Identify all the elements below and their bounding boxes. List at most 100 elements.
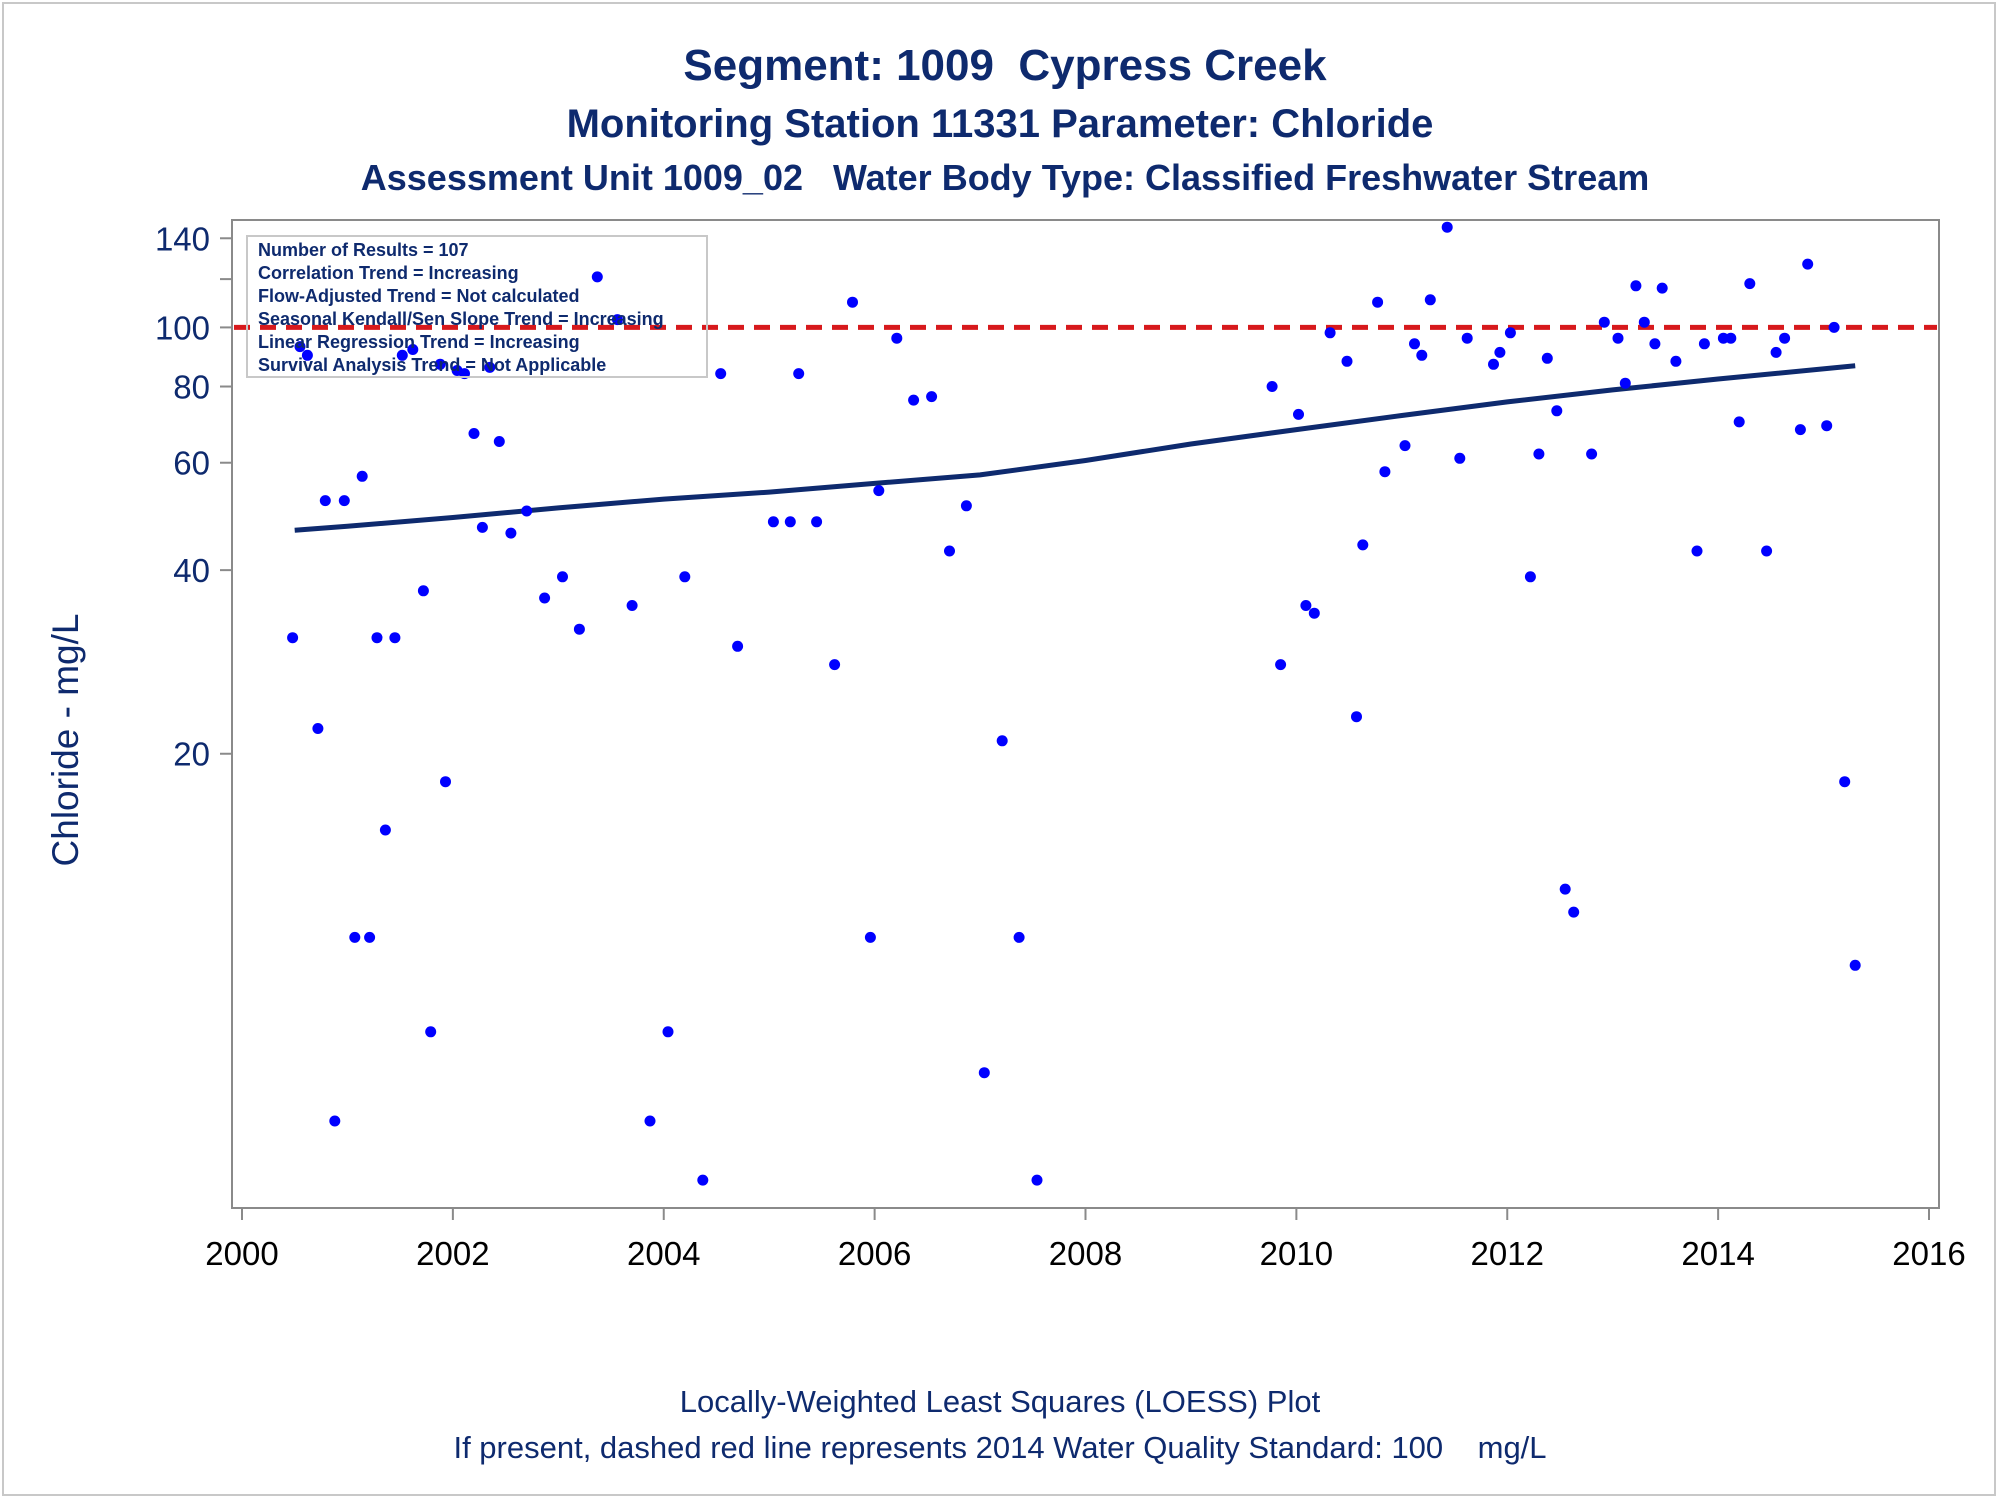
data-point [396, 349, 408, 361]
data-point [944, 545, 955, 557]
data-point [1454, 452, 1466, 464]
data-point [1691, 545, 1703, 557]
y-tick-label: 100 [155, 309, 210, 346]
data-point [891, 332, 903, 344]
data-point [1300, 600, 1312, 611]
data-point [996, 735, 1008, 747]
y-tick-label: 60 [173, 445, 210, 482]
data-point [440, 776, 451, 788]
data-point [1266, 381, 1278, 392]
data-point [417, 585, 429, 597]
data-point [715, 368, 727, 380]
stats-line: Correlation Trend = Increasing [258, 263, 519, 283]
data-point [1612, 332, 1624, 344]
data-point [1619, 377, 1631, 389]
loess-trend-line [294, 363, 1856, 533]
data-point [1733, 416, 1745, 428]
stats-box: Number of Results = 107 Correlation Tren… [246, 235, 708, 378]
data-point [644, 1115, 656, 1127]
stats-box-border [246, 235, 708, 378]
data-point [371, 632, 383, 644]
data-point [1504, 327, 1516, 339]
x-tick-label: 2012 [1471, 1235, 1544, 1272]
data-point [926, 391, 938, 403]
data-points [287, 221, 1861, 1186]
data-point [662, 1026, 674, 1038]
data-point [767, 516, 779, 528]
data-point [1488, 358, 1499, 370]
y-axis-label: Chloride - mg/L [45, 614, 86, 867]
y-tick-label: 40 [173, 552, 210, 589]
data-point [493, 436, 505, 447]
x-tick-label: 2004 [627, 1235, 700, 1272]
data-point [1357, 539, 1369, 551]
data-point [1308, 607, 1320, 619]
data-point [784, 516, 796, 528]
data-point [1821, 420, 1833, 432]
x-tick-label: 2014 [1681, 1235, 1754, 1272]
stats-line: Flow-Adjusted Trend = Not calculated [258, 286, 580, 306]
data-point [847, 296, 858, 308]
data-point [1013, 931, 1025, 943]
data-point [1630, 280, 1642, 292]
data-point [1802, 258, 1814, 270]
footnote-loess: Locally-Weighted Least Squares (LOESS) P… [680, 1384, 1321, 1419]
data-point [1779, 332, 1791, 344]
data-point [1533, 448, 1545, 460]
data-point [1416, 349, 1428, 361]
data-point [873, 485, 885, 497]
data-point [301, 349, 313, 361]
data-point [573, 623, 585, 635]
data-point [1541, 352, 1553, 364]
data-point [1828, 321, 1840, 333]
data-point [476, 521, 488, 533]
chart-subtitle-2: Assessment Unit 1009_02 Water Body Type:… [361, 157, 1650, 198]
data-point [364, 931, 376, 943]
data-point [312, 723, 324, 734]
data-point [294, 341, 306, 353]
footnote-standard: If present, dashed red line represents 2… [453, 1430, 1546, 1465]
data-point [1409, 338, 1420, 350]
data-point [1424, 294, 1436, 306]
x-axis: 2000 2002 2004 2006 2008 2010 2012 2014 2016 [205, 1208, 1966, 1272]
data-point [1551, 405, 1563, 417]
data-point [1494, 346, 1506, 358]
data-point [557, 571, 568, 583]
data-point [1770, 346, 1782, 358]
data-point [1725, 332, 1737, 344]
y-axis: 20 40 60 80 100 140 [155, 220, 232, 773]
data-point [484, 361, 496, 373]
data-point [1568, 906, 1580, 918]
x-tick-label: 2002 [416, 1235, 489, 1272]
data-point [1461, 332, 1473, 344]
data-point [389, 632, 401, 644]
x-tick-label: 2010 [1260, 1235, 1333, 1272]
data-point [425, 1026, 437, 1038]
data-point [960, 500, 972, 512]
y-tick-label: 140 [155, 220, 210, 257]
stats-line: Survival Analysis Trend = Not Applicable [258, 355, 606, 375]
data-point [1656, 282, 1668, 294]
stats-line: Seasonal Kendall/Sen Slope Trend = Incre… [258, 309, 664, 329]
data-point [1744, 278, 1756, 290]
stats-line: Linear Regression Trend = Increasing [258, 332, 580, 352]
data-point [1275, 659, 1287, 671]
data-point [732, 640, 744, 652]
y-tick-label: 20 [173, 736, 210, 773]
data-point [539, 592, 551, 604]
data-point [434, 358, 446, 370]
data-point [697, 1174, 709, 1186]
x-tick-label: 2000 [205, 1235, 278, 1272]
data-point [1649, 338, 1661, 350]
data-point [864, 931, 876, 943]
data-point [1670, 355, 1682, 367]
data-point [1441, 221, 1453, 233]
data-point [1586, 448, 1598, 460]
data-point [1698, 338, 1710, 350]
data-point [1761, 545, 1773, 557]
stats-line: Number of Results = 107 [258, 240, 469, 260]
data-point [1559, 883, 1571, 895]
chart-title: Segment: 1009 Cypress Creek [683, 41, 1327, 90]
x-tick-label: 2016 [1892, 1235, 1965, 1272]
